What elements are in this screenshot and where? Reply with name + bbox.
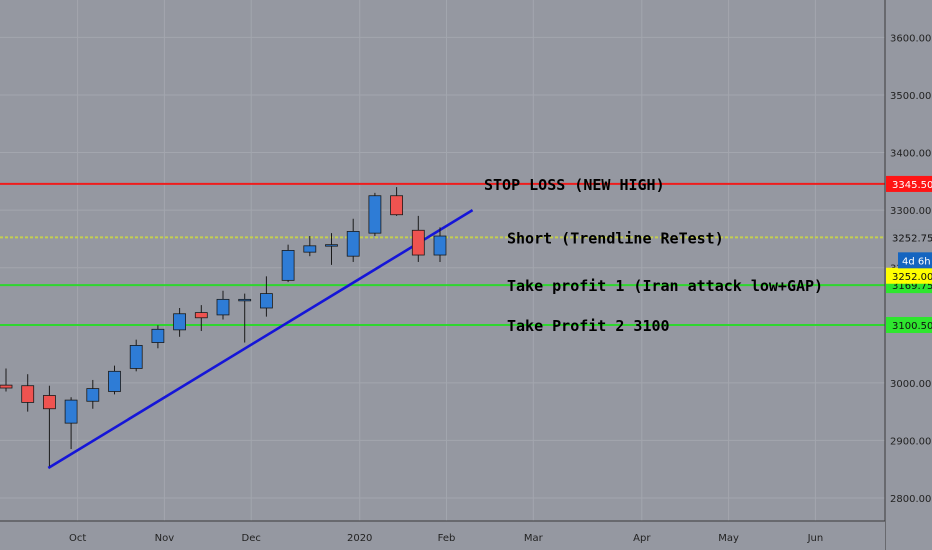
candle-body [238,298,252,302]
candle-body [259,293,273,309]
candle-body [173,313,187,331]
candle [173,307,187,337]
candle [346,218,360,262]
candle-body [390,195,404,216]
candle-body [325,244,338,247]
candle [108,365,121,395]
price-label-bg [886,229,932,246]
candle-body [194,312,208,319]
candle [368,192,382,237]
trendline[interactable] [47,209,474,470]
candle [433,227,447,262]
candle [194,305,208,332]
candle [129,339,143,372]
candle-body [281,250,295,281]
candle [411,215,425,262]
annotations: STOP LOSS (NEW HIGH) Short (Trendline ReT… [484,176,823,335]
candle [238,293,252,343]
y-tick-label: 3400.00 [890,149,931,160]
countdown-bg [898,252,932,269]
x-tick-label: Nov [155,533,175,544]
x-tick-label: Jun [807,533,824,544]
line-annotation: Take Profit 2 3100 [507,317,670,335]
candle [86,379,100,409]
candle [43,385,56,467]
price-label-bg [886,175,932,192]
y-tick-label: 3500.00 [890,91,931,102]
candle [151,325,165,349]
candle-body [0,384,13,389]
x-tick-label: Oct [69,533,86,544]
x-tick-label: Feb [438,533,456,544]
y-tick-label: 2900.00 [890,436,931,447]
y-tick-label: 3000.00 [890,379,931,390]
line-annotation: Short (Trendline ReTest) [507,229,724,247]
candle-body [43,395,56,410]
candle [216,290,230,320]
price-label: 3169.75 [892,281,932,292]
y-tick-label: 2800.00 [890,494,931,505]
price-label: 3252.00 [892,272,932,283]
x-tick-label: Dec [242,533,261,544]
time-axis[interactable]: Oct Nov Dec 2020 Feb Mar Apr May Jun [0,520,885,550]
x-tick-label: 2020 [347,533,372,544]
candle-body [129,345,143,369]
price-label: 3252.75 [892,233,932,244]
y-tick-label: 3600.00 [890,33,931,44]
candle-body [64,399,78,424]
candle-body [151,328,165,343]
candle [259,276,273,317]
candles [0,187,447,467]
candle [64,397,78,450]
candle [281,244,295,283]
line-annotation: STOP LOSS (NEW HIGH) [484,176,665,194]
x-tick-label: May [718,533,739,544]
candle-body [86,388,100,402]
price-label-bg [886,267,932,284]
candle-body [346,231,360,257]
candle-body [411,229,425,256]
candle-body [108,370,121,392]
candle [390,187,404,216]
candle [325,233,338,265]
price-label: 3345.50 [892,180,932,191]
candle [21,374,35,412]
x-tick-label: Apr [633,533,651,544]
y-tick-label: 3300.00 [890,206,931,217]
candle-body [216,298,230,316]
price-label: 3100.50 [892,321,932,332]
candle [303,236,317,257]
price-axis[interactable]: 3600.003500.003400.003300.003200.003100.… [884,0,932,550]
candle-body [303,245,317,253]
candle-body [21,385,35,403]
candle-body [433,235,447,256]
countdown-label: 4d 6h [902,256,931,267]
line-annotation: Take profit 1 (Iran attack low+GAP) [507,277,823,295]
x-tick-label: Mar [524,533,544,544]
price-label-bg [886,316,932,333]
candle-body [368,195,382,234]
candle [0,368,13,392]
